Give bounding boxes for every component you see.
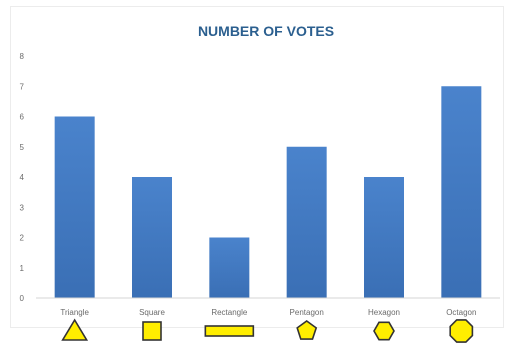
bars <box>54 86 482 298</box>
x-tick-label: Square <box>139 308 165 317</box>
x-tick-label: Rectangle <box>211 308 248 317</box>
x-tick-label: Hexagon <box>368 308 400 317</box>
category-icons <box>61 318 474 343</box>
bar-pentagon <box>286 146 327 298</box>
y-tick-label: 8 <box>20 52 25 61</box>
bar-octagon <box>441 86 482 298</box>
bar-hexagon <box>364 177 404 298</box>
hexagon-icon <box>373 321 395 341</box>
bar-triangle <box>54 116 95 298</box>
pentagon-icon <box>296 320 318 340</box>
octagon-icon <box>449 319 474 343</box>
triangle-icon <box>61 318 89 341</box>
bar-square <box>132 177 172 298</box>
y-tick-label: 4 <box>20 173 25 182</box>
x-axis: Triangle Square Rectangle Pentagon Hexagon Oc… <box>60 308 476 317</box>
y-axis: 0 1 2 3 4 5 6 7 8 <box>20 52 25 303</box>
y-tick-label: 0 <box>20 294 25 303</box>
y-tick-label: 7 <box>20 82 25 91</box>
y-tick-label: 2 <box>20 234 25 243</box>
x-tick-label: Pentagon <box>290 308 324 317</box>
y-tick-label: 5 <box>20 143 25 152</box>
rectangle-icon <box>204 325 255 337</box>
x-tick-label: Triangle <box>60 308 89 317</box>
x-tick-label: Octagon <box>446 308 476 317</box>
y-tick-label: 1 <box>20 264 25 273</box>
bar-rectangle <box>209 237 250 298</box>
y-tick-label: 3 <box>20 203 25 212</box>
chart-title: NUMBER OF VOTES <box>198 23 334 39</box>
y-tick-label: 6 <box>20 113 25 122</box>
square-icon <box>142 321 162 341</box>
